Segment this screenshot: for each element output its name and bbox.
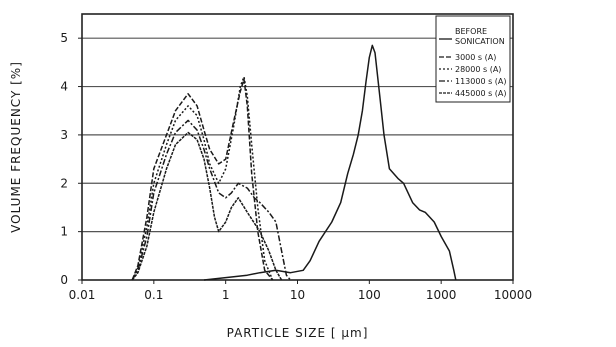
series-line <box>131 78 274 281</box>
legend-label: 445000 s (A) <box>455 89 507 98</box>
legend-label: 113000 s (A) <box>455 77 507 86</box>
axis-ticks: 0 1 2 3 4 5 0.01 0.1 1 10 100 1000 10000 <box>60 31 532 302</box>
y-tick-label: 2 <box>60 176 68 190</box>
x-tick-label: 1000 <box>426 288 457 302</box>
series-line <box>203 44 457 281</box>
y-tick-label: 1 <box>60 225 68 239</box>
legend-box <box>435 15 511 103</box>
y-tick-label: 3 <box>60 128 68 142</box>
x-tick-label: 10000 <box>494 288 532 302</box>
legend-label: BEFORE <box>455 27 487 36</box>
legend-label: 28000 s (A) <box>455 65 501 74</box>
y-tick-label: 0 <box>60 273 68 287</box>
x-axis-label: PARTICLE SIZE [ μm] <box>227 326 369 340</box>
x-tick-label: 1 <box>222 288 230 302</box>
x-tick-label: 10 <box>290 288 305 302</box>
legend-label: 3000 s (A) <box>455 53 496 62</box>
legend-label: SONICATION <box>455 37 505 46</box>
series-line <box>131 119 292 281</box>
y-tick-label: 4 <box>60 80 68 94</box>
y-tick-label: 5 <box>60 31 68 45</box>
series-line <box>131 131 283 281</box>
x-tick-label: 100 <box>358 288 381 302</box>
y-axis-label: VOLUME FREQUENCY [%] <box>9 61 23 233</box>
x-tick-label: 0.01 <box>69 288 96 302</box>
series-lines <box>131 44 457 281</box>
x-tick-label: 0.1 <box>144 288 163 302</box>
